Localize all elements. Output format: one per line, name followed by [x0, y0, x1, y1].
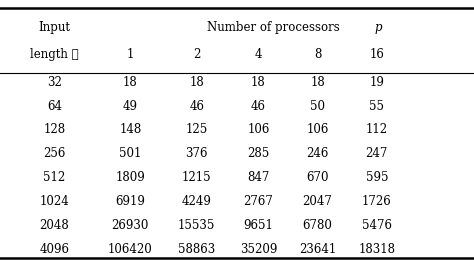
Text: 1215: 1215	[182, 171, 211, 184]
Text: 16: 16	[369, 48, 384, 61]
Text: 106: 106	[306, 123, 329, 137]
Text: 19: 19	[369, 76, 384, 89]
Text: 256: 256	[43, 147, 66, 160]
Text: 55: 55	[369, 100, 384, 112]
Text: 285: 285	[247, 147, 269, 160]
Text: 23641: 23641	[299, 243, 336, 256]
Text: 8: 8	[314, 48, 321, 61]
Text: 2: 2	[193, 48, 201, 61]
Text: 46: 46	[251, 100, 266, 112]
Text: 32: 32	[47, 76, 62, 89]
Text: 501: 501	[119, 147, 142, 160]
Text: Input: Input	[38, 21, 71, 34]
Text: length ℓ: length ℓ	[30, 48, 79, 61]
Text: 106420: 106420	[108, 243, 153, 256]
Text: p: p	[374, 21, 382, 34]
Text: 847: 847	[247, 171, 270, 184]
Text: 26930: 26930	[112, 219, 149, 232]
Text: 148: 148	[119, 123, 141, 137]
Text: 18: 18	[123, 76, 138, 89]
Text: 1024: 1024	[40, 195, 69, 208]
Text: 1: 1	[127, 48, 134, 61]
Text: 246: 246	[306, 147, 329, 160]
Text: Number of processors: Number of processors	[207, 21, 343, 34]
Text: 35209: 35209	[240, 243, 277, 256]
Text: 1809: 1809	[116, 171, 145, 184]
Text: 1726: 1726	[362, 195, 392, 208]
Text: 106: 106	[247, 123, 270, 137]
Text: 18: 18	[189, 76, 204, 89]
Text: 4096: 4096	[39, 243, 70, 256]
Text: 376: 376	[185, 147, 208, 160]
Text: 2047: 2047	[302, 195, 333, 208]
Text: 125: 125	[186, 123, 208, 137]
Text: 64: 64	[47, 100, 62, 112]
Text: 15535: 15535	[178, 219, 215, 232]
Text: 6780: 6780	[302, 219, 333, 232]
Text: 4249: 4249	[182, 195, 212, 208]
Text: 49: 49	[123, 100, 138, 112]
Text: 5476: 5476	[362, 219, 392, 232]
Text: 595: 595	[365, 171, 388, 184]
Text: 128: 128	[44, 123, 65, 137]
Text: 112: 112	[366, 123, 388, 137]
Text: 50: 50	[310, 100, 325, 112]
Text: 18318: 18318	[358, 243, 395, 256]
Text: 512: 512	[44, 171, 65, 184]
Text: 46: 46	[189, 100, 204, 112]
Text: 6919: 6919	[115, 195, 146, 208]
Text: 247: 247	[365, 147, 388, 160]
Text: 4: 4	[255, 48, 262, 61]
Text: 18: 18	[251, 76, 266, 89]
Text: 9651: 9651	[243, 219, 273, 232]
Text: 670: 670	[306, 171, 329, 184]
Text: 18: 18	[310, 76, 325, 89]
Text: 2048: 2048	[40, 219, 69, 232]
Text: 58863: 58863	[178, 243, 215, 256]
Text: 2767: 2767	[243, 195, 273, 208]
